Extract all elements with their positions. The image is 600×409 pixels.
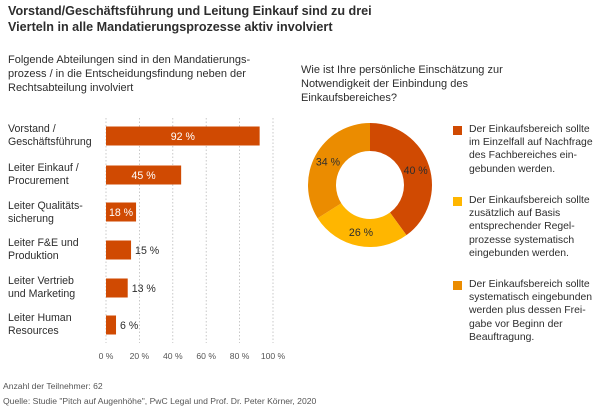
pie-subtitle-line-2: Notwendigkeit der Einbindung des [301, 78, 468, 90]
x-tick-label: 60 % [196, 351, 216, 361]
legend-line: Der Einkaufsbereich sollte [469, 195, 590, 206]
bar-category-label-line: Leiter Vertrieb [8, 275, 74, 287]
bar-category-label: Leiter Vertrieb und Marketing [8, 275, 106, 301]
bar-category-label: Leiter Human Resources [8, 312, 106, 338]
legend-line: zusätzlich auf Basis [469, 208, 561, 220]
bar-value-label: 13 % [132, 283, 157, 295]
bar-subtitle-line-2: prozess / in die Entscheidungsfindung ne… [8, 68, 246, 80]
bar-value-label: 15 % [135, 245, 160, 257]
bar [106, 240, 132, 260]
bar-category-label: Vorstand / Geschäftsführung [8, 123, 106, 149]
chart-title-line-1: Vorstand/Geschäftsführung und Leitung Ei… [8, 4, 372, 18]
donut-slice [317, 203, 407, 247]
bar-value-label: 18 % [109, 207, 134, 219]
bar-category-label: Leiter F&E und Produktion [8, 237, 106, 263]
legend-line: Der Einkaufsbereich sollte [469, 279, 590, 290]
donut-slice-label: 40 % [404, 165, 429, 177]
donut-slice-label: 34 % [316, 157, 341, 169]
legend-text: Der Einkaufsbereich sollte im Einzelfall… [469, 123, 599, 176]
bar [106, 165, 182, 185]
pie-subtitle-line-3: Einkaufsbereiches? [301, 92, 398, 104]
legend-line: prozesse systematisch [469, 234, 575, 246]
bar-chart: 0 % 20 % 40 % 60 % 80 % 100 % 92 % 45 % 18 % 15 %… [99, 118, 286, 361]
bar-subtitle-line-3: Rechtsabteilung involviert [8, 82, 134, 94]
pie-chart-subtitle: Wie ist Ihre persönliche Einschätzung zu… [301, 63, 591, 105]
x-tick-label: 40 % [163, 351, 183, 361]
legend-swatch [453, 281, 462, 290]
legend-swatch [453, 126, 462, 135]
bar-category-label-line: Leiter Qualitäts- [8, 200, 83, 212]
donut-chart: 40 % 26 % 34 % [308, 123, 432, 247]
bar-category-label-line: Geschäftsführung [8, 136, 92, 148]
donut-slice [308, 123, 370, 219]
chart-title: Vorstand/Geschäftsführung und Leitung Ei… [8, 3, 598, 35]
legend-line: des Fachbereiches ein- [469, 150, 578, 162]
legend-line: gabe vor Beginn der [469, 318, 563, 330]
bar-value-label: 6 % [120, 320, 139, 332]
source-note: Quelle: Studie "Pitch auf Augenhöhe", Pw… [3, 396, 317, 406]
legend-swatch [453, 197, 462, 206]
legend-line: eingebunden werden. [469, 247, 569, 259]
bar [106, 126, 260, 146]
bar [106, 315, 117, 335]
bar-subtitle-line-1: Folgende Abteilungen sind in den Mandati… [8, 54, 251, 66]
legend-line: Der Einkaufsbereich sollte [469, 124, 590, 135]
legend-line: Beauftragung. [469, 331, 535, 343]
bar-category-label-line: Leiter Einkauf / [8, 162, 79, 174]
legend-line: systematisch eingebunden [469, 292, 593, 304]
bar-category-label: Leiter Qualitäts- sicherung [8, 200, 106, 226]
x-tick-label: 100 % [261, 351, 286, 361]
x-tick-label: 0 % [99, 351, 114, 361]
bar-category-label-line: Resources [8, 325, 59, 337]
legend-text: Der Einkaufsbereich sollte zusätzlich au… [469, 194, 599, 260]
legend-text: Der Einkaufsbereich sollte systematisch … [469, 278, 599, 344]
legend-line: werden plus dessen Frei- [469, 305, 586, 317]
donut-slice [370, 123, 432, 236]
bar-category-label-line: Produktion [8, 250, 59, 262]
bar-category-label-line: Vorstand / [8, 123, 56, 135]
bar [106, 278, 128, 298]
legend-line: entsprechender Regel- [469, 221, 575, 233]
x-tick-label: 20 % [130, 351, 150, 361]
bar-category-label-line: Leiter F&E und [8, 237, 79, 249]
pie-subtitle-line-1: Wie ist Ihre persönliche Einschätzung zu… [301, 64, 503, 76]
bar-chart-subtitle: Folgende Abteilungen sind in den Mandati… [8, 53, 278, 95]
donut-slice-label: 26 % [349, 227, 374, 239]
bar-category-label: Leiter Einkauf / Procurement [8, 162, 106, 188]
bar-category-label-line: Leiter Human [8, 312, 72, 324]
bar-category-label-line: und Marketing [8, 288, 76, 300]
bar-value-label: 92 % [171, 131, 196, 143]
chart-title-line-2: Vierteln in alle Mandatierungsprozesse a… [8, 20, 333, 34]
x-tick-label: 80 % [230, 351, 250, 361]
bar-value-label: 45 % [131, 170, 156, 182]
bar-category-label-line: Procurement [8, 175, 69, 187]
legend-line: im Einzelfall auf Nachfrage [469, 137, 593, 149]
bar-category-label-line: sicherung [8, 213, 54, 225]
bar [106, 202, 137, 222]
legend-line: gebunden werden. [469, 163, 556, 175]
participants-note: Anzahl der Teilnehmer: 62 [3, 381, 103, 391]
